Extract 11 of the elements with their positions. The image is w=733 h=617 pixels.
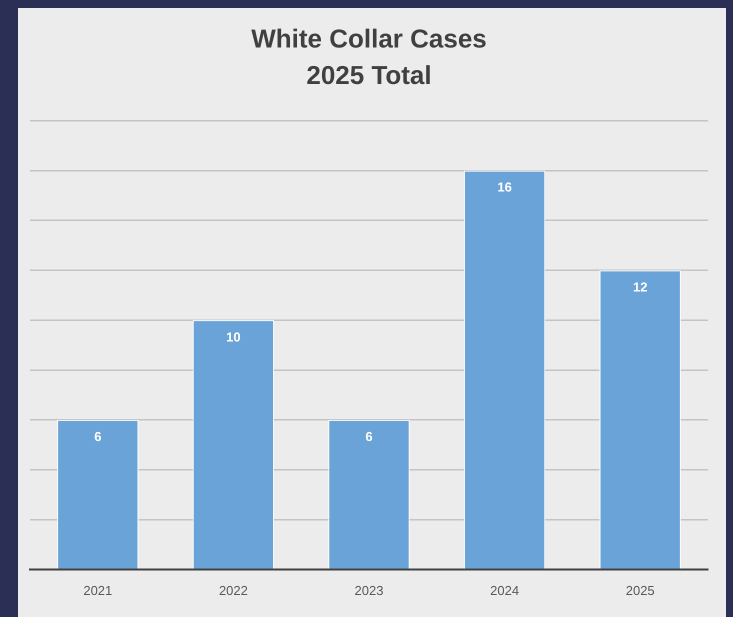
x-tick-label: 2022 [218,582,248,598]
x-tick-label: 2023 [354,582,384,598]
x-tick-label: 2024 [490,582,520,598]
chart-title: White Collar Cases 2025 Total [251,23,487,90]
data-label: 10 [226,329,241,344]
data-label: 12 [632,279,648,294]
data-label: 6 [94,428,102,444]
data-label: 6 [365,428,373,444]
x-tick-label: 2021 [83,582,112,598]
data-label: 16 [497,180,512,195]
x-tick-label: 2025 [626,582,655,598]
